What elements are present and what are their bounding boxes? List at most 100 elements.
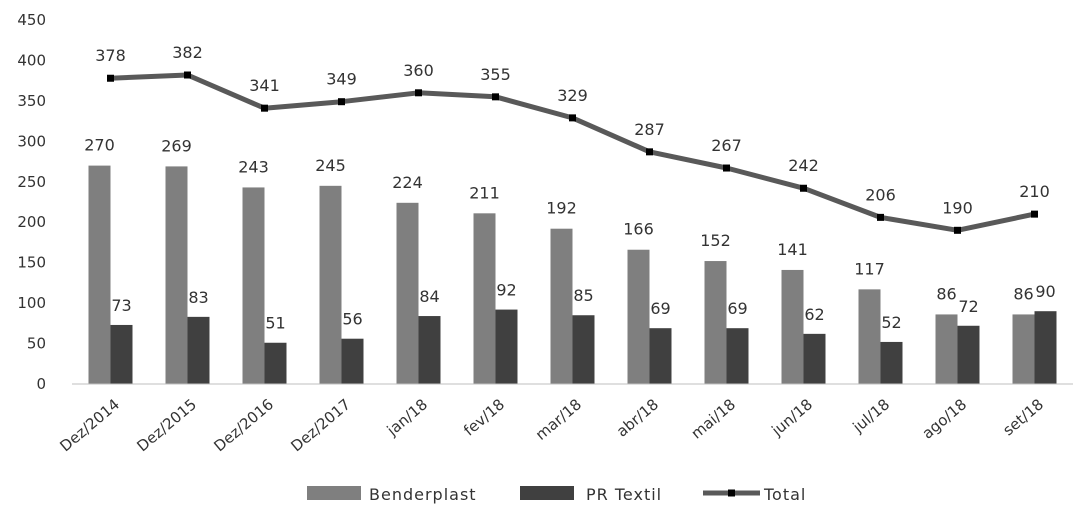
data-label-benderplast: 243 xyxy=(238,157,269,176)
total-point xyxy=(877,213,884,221)
bar-benderplast xyxy=(781,269,804,384)
y-axis-ticks: 0 50 100 150 200 250 300 350 400 450 xyxy=(17,11,46,393)
x-tick-label: Dez/2014 xyxy=(56,395,123,455)
data-label-total: 349 xyxy=(326,70,357,89)
bar-benderplast xyxy=(858,289,881,384)
total-point xyxy=(415,89,422,97)
data-label-total: 378 xyxy=(95,46,126,65)
total-point xyxy=(954,226,961,234)
data-label-total: 355 xyxy=(480,65,511,84)
x-tick-label: Dez/2017 xyxy=(287,395,354,455)
bar-benderplast xyxy=(473,213,496,384)
total-point xyxy=(492,93,499,101)
data-label-pr-textil: 69 xyxy=(727,299,747,318)
data-label-total: 341 xyxy=(249,76,280,95)
x-axis-ticks: Dez/2014 Dez/2015 Dez/2016 Dez/2017 jan/18 fe… xyxy=(56,395,1047,455)
data-label-total: 267 xyxy=(711,136,742,155)
bar-pr-textil xyxy=(957,325,980,384)
total-point xyxy=(723,164,730,172)
bar-benderplast xyxy=(1012,314,1035,384)
legend: Benderplast PR Textil Total xyxy=(307,485,805,504)
y-tick-label: 300 xyxy=(17,132,46,150)
x-tick-label: abr/18 xyxy=(613,395,662,440)
data-label-benderplast: 192 xyxy=(546,199,577,218)
data-label-total: 382 xyxy=(172,43,203,62)
bar-benderplast xyxy=(627,249,650,384)
data-label-pr-textil: 72 xyxy=(958,297,978,316)
bar-pr-textil xyxy=(495,309,518,384)
bar-benderplast xyxy=(396,202,419,384)
legend-label-benderplast: Benderplast xyxy=(369,485,477,504)
total-point xyxy=(569,114,576,122)
total-point xyxy=(107,74,114,82)
data-label-total: 329 xyxy=(557,86,588,105)
x-tick-label: Dez/2016 xyxy=(210,395,277,455)
data-label-benderplast: 211 xyxy=(469,183,500,202)
bar-pr-textil xyxy=(880,341,903,384)
total-point xyxy=(800,184,807,192)
data-label-pr-textil: 52 xyxy=(881,313,901,332)
bar-pr-textil xyxy=(572,315,595,384)
total-point xyxy=(261,104,268,112)
data-label-pr-textil: 83 xyxy=(188,288,208,307)
data-label-total: 206 xyxy=(865,185,896,204)
data-label-pr-textil: 69 xyxy=(650,299,670,318)
x-tick-label: set/18 xyxy=(999,395,1047,439)
data-label-total: 190 xyxy=(942,198,973,217)
data-label-total: 287 xyxy=(634,120,665,139)
y-tick-label: 200 xyxy=(17,213,46,231)
data-label-pr-textil: 56 xyxy=(342,310,362,329)
bar-benderplast xyxy=(88,165,111,384)
bar-pr-textil xyxy=(110,324,133,384)
bar-benderplast xyxy=(319,185,342,384)
data-labels: 270 73 269 83 243 51 245 56 224 84 211 92 192 85 166 69… xyxy=(84,43,1055,333)
data-label-pr-textil: 73 xyxy=(111,296,131,315)
data-label-total: 360 xyxy=(403,61,434,80)
y-tick-label: 400 xyxy=(17,51,46,69)
data-label-benderplast: 245 xyxy=(315,156,346,175)
data-label-benderplast: 152 xyxy=(700,231,731,250)
data-label-benderplast: 224 xyxy=(392,173,423,192)
data-label-benderplast: 270 xyxy=(84,136,115,155)
data-label-pr-textil: 51 xyxy=(265,314,285,333)
legend-swatch-pr-textil xyxy=(520,486,574,500)
x-tick-label: jan/18 xyxy=(383,395,431,440)
x-tick-label: mar/18 xyxy=(532,395,585,444)
total-point xyxy=(1031,210,1038,218)
x-tick-label: jul/18 xyxy=(849,395,893,436)
data-label-benderplast: 86 xyxy=(936,284,956,303)
x-tick-label: jun/18 xyxy=(767,395,816,440)
bar-pr-textil xyxy=(649,328,672,384)
data-label-total: 242 xyxy=(788,156,819,175)
y-tick-label: 50 xyxy=(27,335,46,353)
y-tick-label: 150 xyxy=(17,254,46,272)
x-tick-label: mai/18 xyxy=(688,395,740,442)
data-label-pr-textil: 84 xyxy=(419,287,439,306)
data-label-total: 210 xyxy=(1019,182,1050,201)
bar-benderplast xyxy=(550,228,573,384)
bar-benderplast xyxy=(165,166,188,384)
total-point xyxy=(184,71,191,79)
bar-benderplast xyxy=(704,261,727,384)
y-tick-label: 100 xyxy=(17,294,46,312)
legend-label-pr-textil: PR Textil xyxy=(586,485,662,504)
data-label-benderplast: 86 xyxy=(1013,284,1033,303)
bar-pr-textil xyxy=(341,338,364,384)
y-tick-label: 350 xyxy=(17,92,46,110)
data-label-pr-textil: 90 xyxy=(1035,282,1055,301)
bar-pr-textil xyxy=(187,316,210,384)
bar-benderplast xyxy=(935,314,958,384)
data-label-pr-textil: 85 xyxy=(573,286,593,305)
data-label-benderplast: 269 xyxy=(161,136,192,155)
bar-pr-textil xyxy=(726,328,749,384)
x-tick-label: fev/18 xyxy=(460,395,508,439)
data-label-pr-textil: 92 xyxy=(496,281,516,300)
y-tick-label: 250 xyxy=(17,173,46,191)
data-label-pr-textil: 62 xyxy=(804,305,824,324)
total-series xyxy=(107,71,1038,234)
legend-swatch-benderplast xyxy=(307,486,361,500)
bar-pr-textil xyxy=(264,342,287,384)
x-tick-label: Dez/2015 xyxy=(133,395,200,455)
data-label-benderplast: 141 xyxy=(777,240,808,259)
